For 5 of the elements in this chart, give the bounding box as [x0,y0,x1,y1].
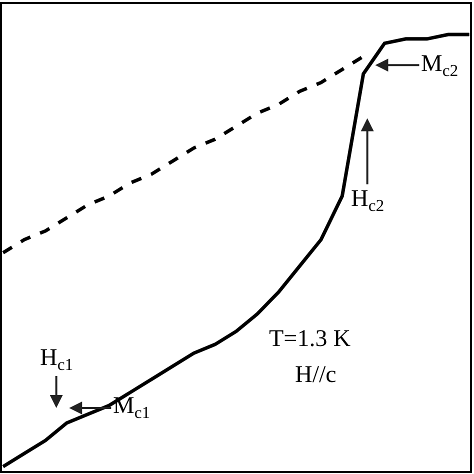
annotation: H$_{c2}$ [351,186,384,216]
annotation: H$_{c1}$ [40,345,74,374]
annotation: T=1.3 K [269,326,352,352]
annotation: M$_{c2}$ [421,51,458,80]
annotation: H//c [295,362,336,388]
